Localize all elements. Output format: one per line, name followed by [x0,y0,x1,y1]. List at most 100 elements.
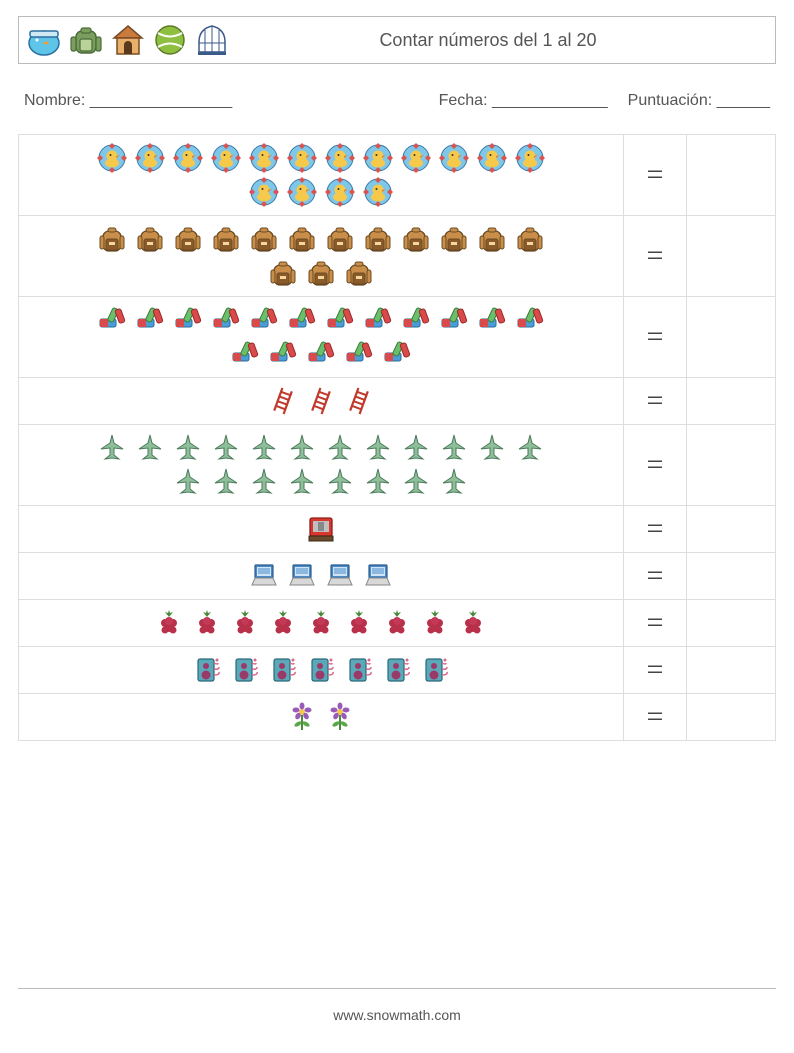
laptop-icon [249,561,279,591]
backpack-brown-icon [268,258,298,288]
info-row: Nombre: ________________ Fecha: ________… [24,92,770,110]
markers-icon [287,305,317,335]
equals-cell: = [624,647,687,693]
badge-duck-icon [135,143,165,173]
badge-duck-icon [401,143,431,173]
worksheet-table: ========== [18,134,776,741]
raspberry-icon [344,608,374,638]
badge-duck-icon [287,177,317,207]
jet-icon [211,433,241,463]
answer-cell[interactable] [687,553,776,599]
table-row: = [19,506,776,553]
markers-icon [344,339,374,369]
score-field-label: Puntuación: ______ [628,92,770,110]
jet-icon [287,433,317,463]
name-field-label: Nombre: ________________ [24,92,232,110]
raspberry-icon [306,608,336,638]
jet-icon [515,433,545,463]
markers-icon [439,305,469,335]
markers-icon [211,305,241,335]
header-icons [27,23,229,57]
footer-url: www.snowmath.com [333,1007,461,1023]
jet-icon [439,433,469,463]
speaker-icon [382,655,412,685]
answer-cell[interactable] [687,425,776,505]
laptop-icon [363,561,393,591]
jet-icon [325,433,355,463]
ladder-icon [268,386,298,416]
raspberry-icon [230,608,260,638]
markers-icon [135,305,165,335]
speaker-icon [230,655,260,685]
backpack-brown-icon [515,224,545,254]
badge-duck-icon [325,143,355,173]
equals-cell: = [624,216,687,296]
jet-icon [135,433,165,463]
answer-cell[interactable] [687,506,776,552]
jet-icon [363,467,393,497]
markers-icon [401,305,431,335]
table-row: = [19,216,776,297]
table-row: = [19,425,776,506]
backpack-brown-icon [401,224,431,254]
speaker-icon [344,655,374,685]
jet-icon [97,433,127,463]
answer-cell[interactable] [687,694,776,740]
answer-cell[interactable] [687,378,776,424]
date-field-label: Fecha: _____________ [439,92,608,110]
equals-cell: = [624,297,687,377]
badge-duck-icon [173,143,203,173]
backpack-icon [69,23,103,57]
jet-icon [325,467,355,497]
markers-icon [382,339,412,369]
markers-icon [97,305,127,335]
jet-icon [287,467,317,497]
markers-icon [249,305,279,335]
backpack-brown-icon [173,224,203,254]
flower-icon [325,702,355,732]
items-cell [19,216,624,296]
answer-cell[interactable] [687,297,776,377]
jet-icon [401,433,431,463]
badge-duck-icon [363,143,393,173]
raspberry-icon [154,608,184,638]
answer-cell[interactable] [687,647,776,693]
equals-cell: = [624,553,687,599]
markers-icon [230,339,260,369]
items-cell [19,425,624,505]
markers-icon [173,305,203,335]
items-cell [19,378,624,424]
backpack-brown-icon [477,224,507,254]
backpack-brown-icon [287,224,317,254]
equals-cell: = [624,506,687,552]
answer-cell[interactable] [687,600,776,646]
badge-duck-icon [477,143,507,173]
answer-cell[interactable] [687,135,776,215]
markers-icon [363,305,393,335]
backpack-brown-icon [135,224,165,254]
items-cell [19,600,624,646]
markers-icon [515,305,545,335]
birdcage-icon [195,23,229,57]
jet-icon [439,467,469,497]
markers-icon [268,339,298,369]
table-row: = [19,553,776,600]
markers-icon [477,305,507,335]
answer-cell[interactable] [687,216,776,296]
backpack-brown-icon [97,224,127,254]
table-row: = [19,297,776,378]
equals-cell: = [624,694,687,740]
raspberry-icon [458,608,488,638]
flower-icon [287,702,317,732]
jet-icon [401,467,431,497]
raspberry-icon [382,608,412,638]
items-cell [19,135,624,215]
items-cell [19,506,624,552]
markers-icon [306,339,336,369]
items-cell [19,647,624,693]
badge-duck-icon [97,143,127,173]
fishbowl-icon [27,23,61,57]
footer: www.snowmath.com [18,988,776,1023]
backpack-brown-icon [439,224,469,254]
table-row: = [19,647,776,694]
